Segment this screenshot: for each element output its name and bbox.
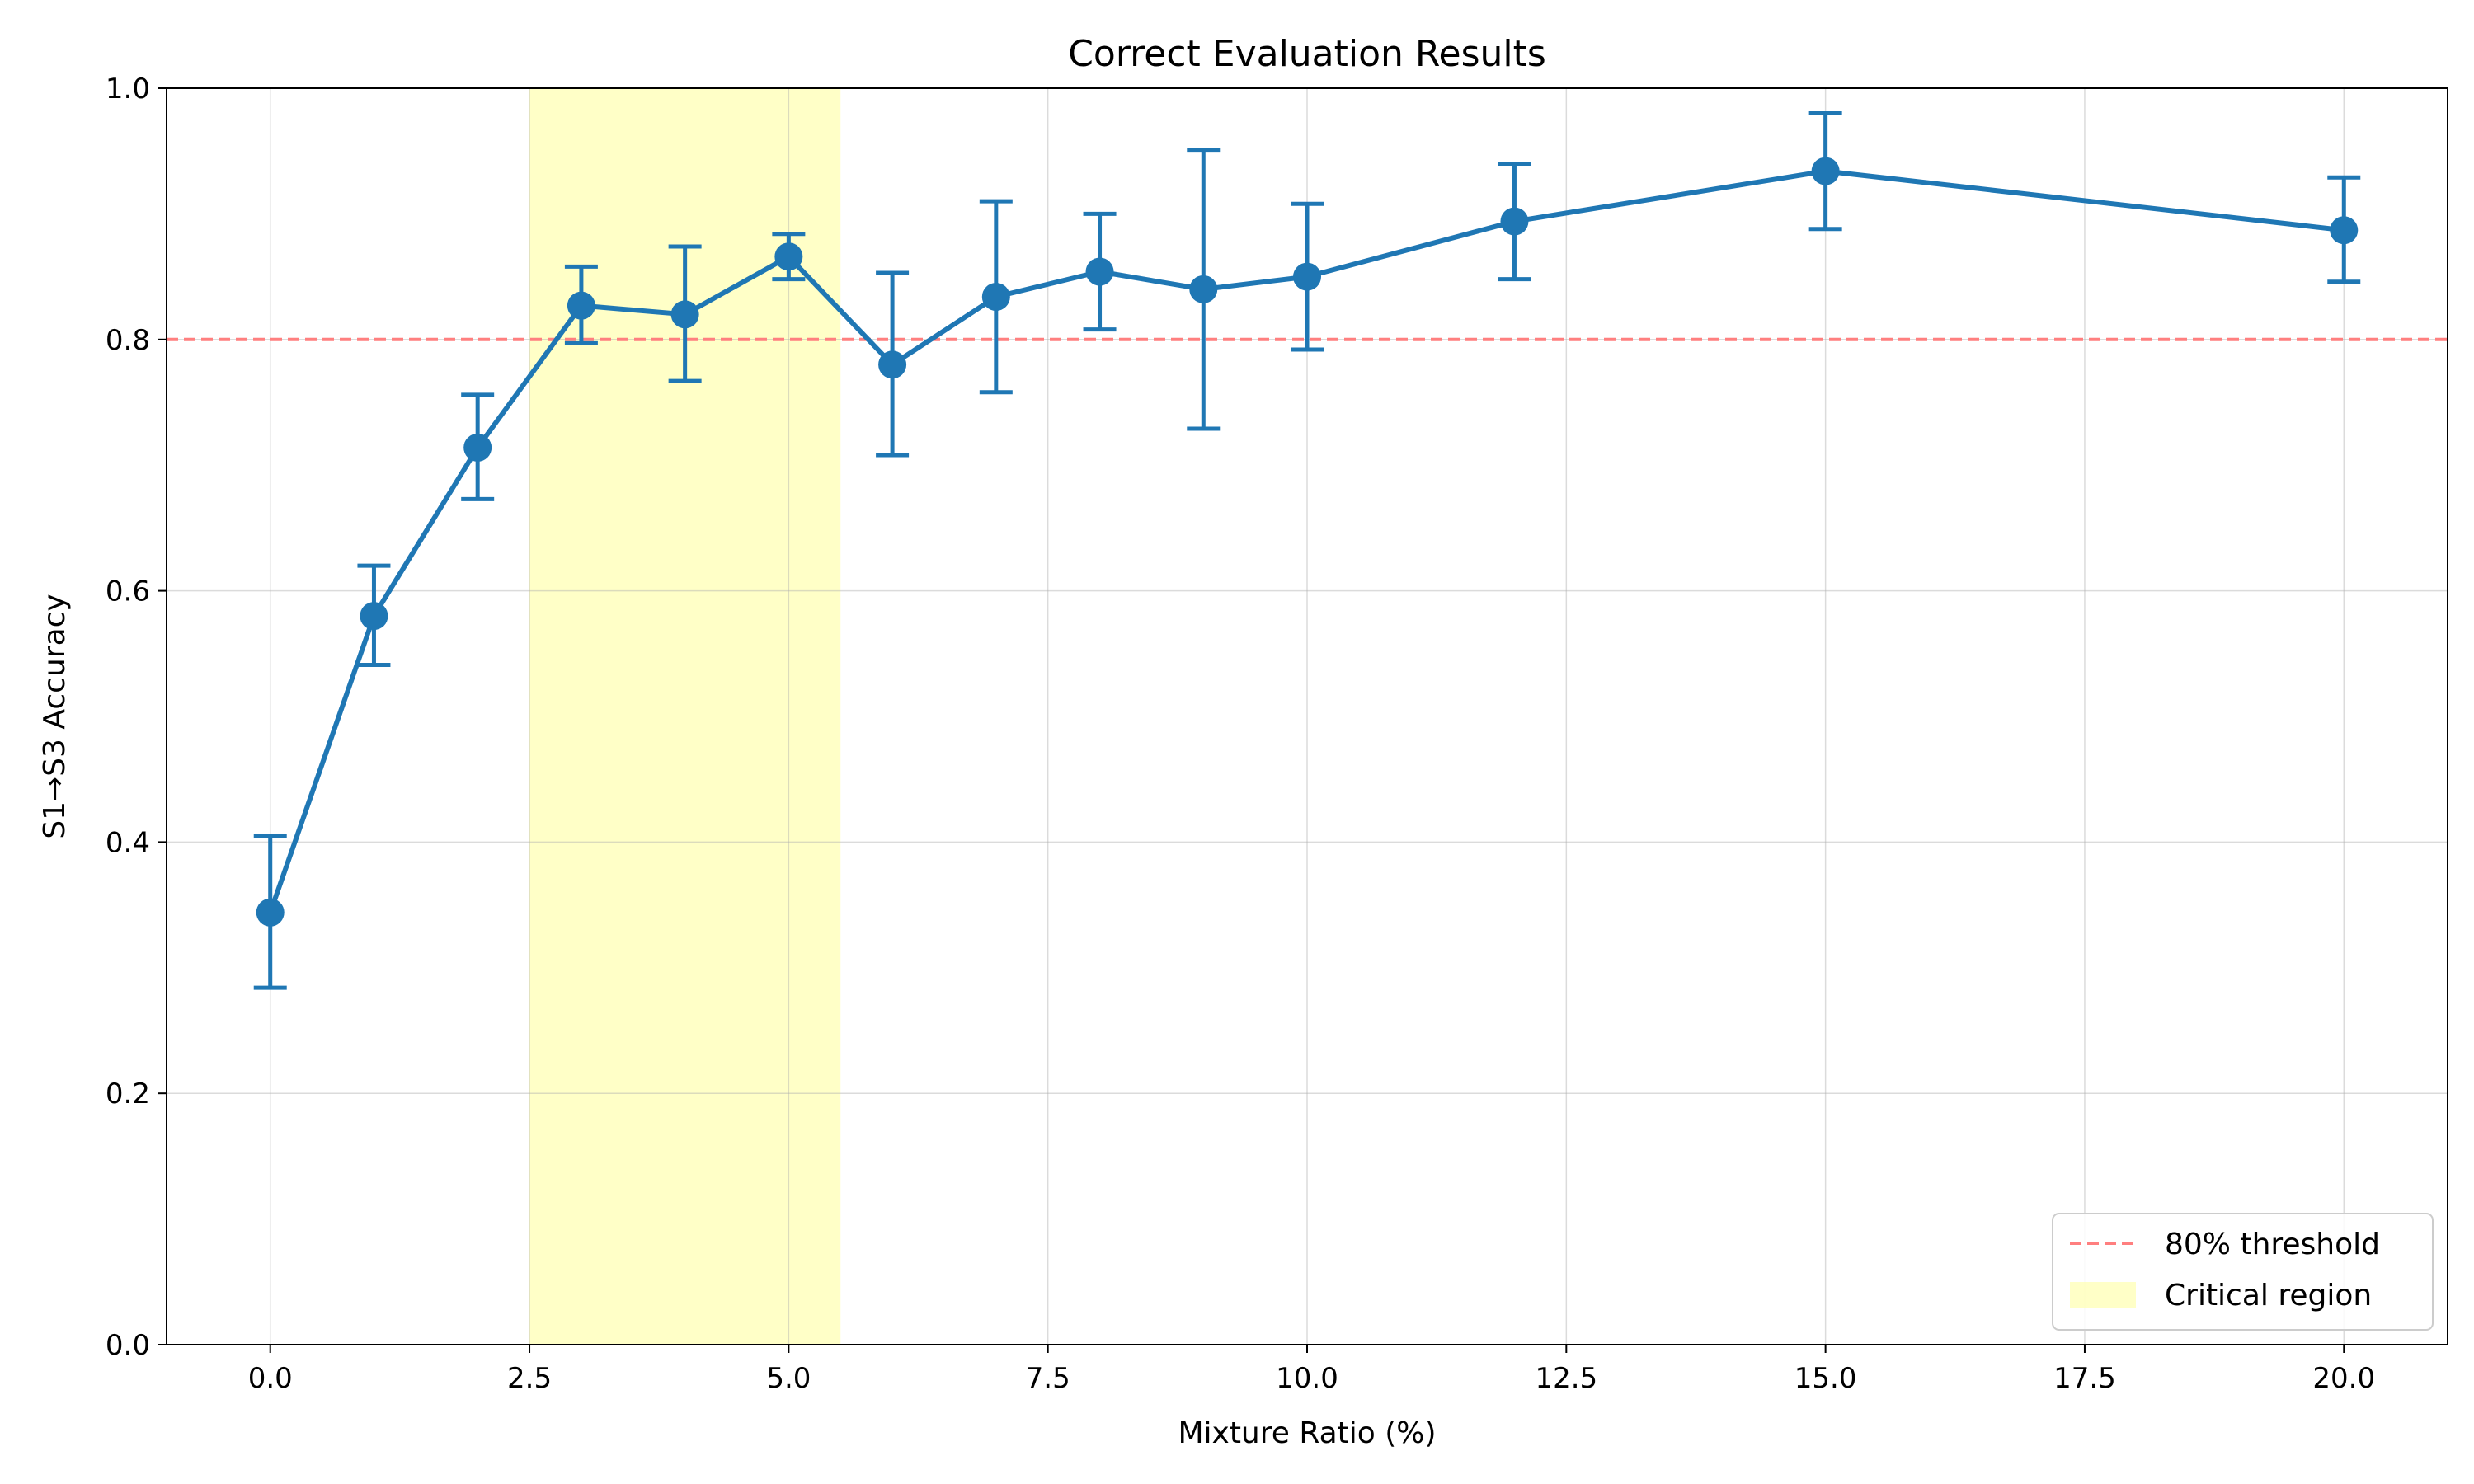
- chart-title: Correct Evaluation Results: [1068, 33, 1546, 75]
- data-point-7: [981, 282, 1010, 311]
- legend: 80% threshold Critical region: [2052, 1213, 2434, 1331]
- y-tick-label-4: 0.8: [106, 324, 150, 357]
- data-point-4: [670, 300, 699, 329]
- data-point-10: [1293, 262, 1321, 291]
- x-tick-label-1: 2.5: [507, 1362, 552, 1395]
- y-tick-label-3: 0.6: [106, 575, 150, 608]
- data-point-8: [1085, 257, 1114, 286]
- x-tick-label-8: 20.0: [2312, 1362, 2375, 1395]
- x-tick-label-7: 17.5: [2053, 1362, 2116, 1395]
- legend-box: [2052, 1213, 2434, 1331]
- x-tick-label-0: 0.0: [248, 1362, 293, 1395]
- data-point-9: [1189, 275, 1218, 303]
- legend-region-label: Critical region: [2165, 1279, 2372, 1313]
- y-tick-label-1: 0.2: [106, 1078, 150, 1111]
- data-point-6: [878, 350, 907, 379]
- x-tick-label-5: 12.5: [1535, 1362, 1597, 1395]
- data-point-5: [774, 242, 803, 271]
- data-point-12: [1811, 157, 1840, 186]
- y-axis-label: S1→S3 Accuracy: [38, 594, 72, 838]
- data-point-13: [2330, 216, 2359, 245]
- x-tick-label-3: 7.5: [1026, 1362, 1070, 1395]
- y-tick-label-5: 1.0: [106, 73, 150, 106]
- data-point-2: [463, 433, 492, 462]
- x-tick-label-2: 5.0: [766, 1362, 811, 1395]
- tick-layer: 0.0 2.5 5.0 7.5 10.0 12.5 15.0 17.5 20.0 0.0 0.2 0.…: [106, 73, 2375, 1395]
- data-point-1: [360, 602, 388, 631]
- data-point-0: [256, 898, 285, 927]
- data-point-3: [567, 291, 595, 320]
- legend-threshold-label: 80% threshold: [2165, 1228, 2380, 1261]
- x-axis-label: Mixture Ratio (%): [1178, 1416, 1436, 1450]
- x-tick-label-4: 10.0: [1276, 1362, 1338, 1395]
- y-tick-label-0: 0.0: [106, 1329, 150, 1362]
- legend-region-swatch: [2070, 1282, 2136, 1308]
- y-tick-label-2: 0.4: [106, 826, 150, 859]
- series-layer: [253, 110, 2361, 990]
- series-line-0: [267, 168, 2345, 913]
- x-tick-label-6: 15.0: [1794, 1362, 1857, 1395]
- data-point-11: [1500, 207, 1529, 236]
